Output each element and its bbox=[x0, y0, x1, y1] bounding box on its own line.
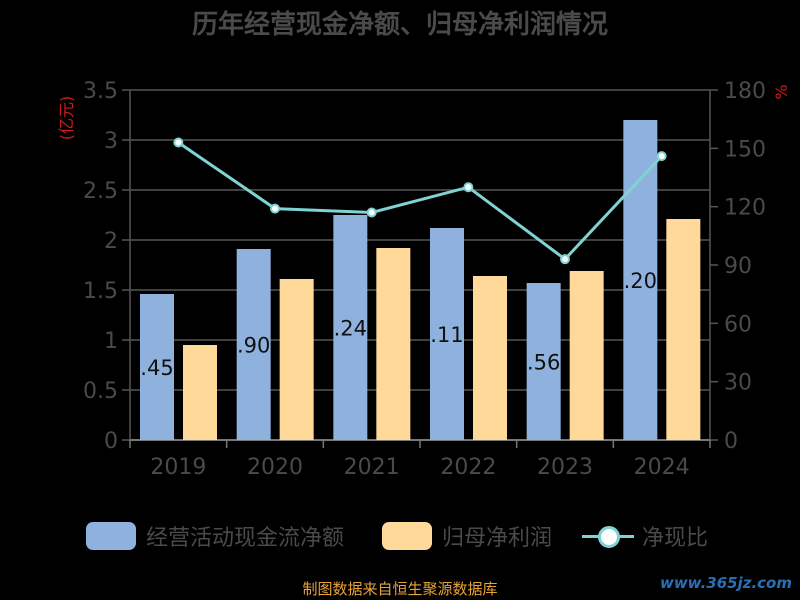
y-right-unit-label: % bbox=[772, 84, 791, 99]
point-cash-ratio bbox=[270, 203, 280, 214]
bar-net-profit bbox=[666, 219, 701, 440]
legend-swatch-net-profit bbox=[382, 522, 432, 550]
y-right-tick-label: 180 bbox=[724, 79, 766, 104]
chart-title: 历年经营现金净额、归母净利润情况 bbox=[191, 10, 608, 40]
y-right-tick-label: 0 bbox=[724, 429, 738, 454]
y-right-tick-label: 60 bbox=[724, 312, 752, 337]
data-source-footer: 制图数据来自恒生聚源数据库 bbox=[302, 580, 498, 598]
point-cash-ratio bbox=[173, 137, 184, 148]
y-left-tick-label: 1.5 bbox=[83, 279, 118, 304]
bar-net-profit bbox=[569, 271, 604, 440]
x-tick-label: 2020 bbox=[247, 455, 303, 480]
legend-item-operating-cash[interactable]: 经营活动现金流净额 bbox=[86, 516, 344, 556]
x-tick-label: 2019 bbox=[150, 455, 206, 480]
bar-net-profit bbox=[279, 279, 314, 440]
data-label-operating-cash: .90 bbox=[237, 334, 270, 358]
legend-label-cash-ratio: 净现比 bbox=[642, 526, 709, 551]
legend: 经营活动现金流净额 归母净利润 净现比 bbox=[0, 516, 800, 556]
legend-swatch-operating-cash bbox=[86, 522, 136, 550]
legend-item-cash-ratio[interactable]: 净现比 bbox=[582, 516, 708, 556]
y-left-tick-label: 0.5 bbox=[83, 379, 118, 404]
y-right-tick-label: 120 bbox=[724, 196, 766, 221]
y-left-tick-label: 3.5 bbox=[83, 79, 118, 104]
line-cash-ratio bbox=[177, 141, 663, 262]
y-right-tick-label: 30 bbox=[724, 371, 752, 396]
y-left-tick-label: 0 bbox=[104, 429, 118, 454]
data-label-operating-cash: .11 bbox=[430, 323, 463, 347]
y-right-tick-label: 90 bbox=[724, 254, 752, 279]
y-right-tick-label: 150 bbox=[724, 137, 766, 162]
x-tick-label: 2021 bbox=[344, 455, 400, 480]
bar-net-profit bbox=[376, 248, 411, 440]
point-cash-ratio bbox=[656, 151, 667, 162]
y-left-tick-label: 1 bbox=[104, 329, 118, 354]
data-label-operating-cash: .20 bbox=[624, 269, 657, 293]
bar-operating-cash bbox=[333, 215, 368, 440]
bar-net-profit bbox=[183, 345, 217, 440]
point-cash-ratio bbox=[560, 254, 570, 265]
y-left-tick-label: 2.5 bbox=[83, 179, 118, 204]
watermark-logo: www.365jz.com bbox=[659, 574, 792, 592]
bar-operating-cash bbox=[430, 228, 464, 440]
legend-line-marker bbox=[582, 522, 634, 550]
point-cash-ratio bbox=[463, 182, 474, 193]
y-left-tick-label: 2 bbox=[104, 229, 118, 254]
legend-label-net-profit: 归母净利润 bbox=[442, 526, 553, 551]
legend-item-net-profit[interactable]: 归母净利润 bbox=[382, 516, 552, 556]
data-label-operating-cash: .24 bbox=[334, 317, 367, 341]
bar-operating-cash bbox=[236, 249, 271, 440]
legend-label-operating-cash: 经营活动现金流净额 bbox=[146, 526, 345, 551]
y-left-unit-label: (亿元) bbox=[57, 96, 76, 141]
bar-operating-cash bbox=[526, 283, 561, 440]
x-tick-label: 2023 bbox=[537, 455, 593, 480]
point-cash-ratio bbox=[366, 207, 377, 218]
x-tick-label: 2024 bbox=[634, 455, 690, 480]
data-label-operating-cash: .56 bbox=[527, 351, 560, 375]
bar-operating-cash bbox=[623, 120, 658, 440]
data-label-operating-cash: .45 bbox=[140, 356, 173, 380]
y-left-tick-label: 3 bbox=[104, 129, 118, 154]
bar-net-profit bbox=[473, 276, 507, 440]
x-tick-label: 2022 bbox=[440, 455, 496, 480]
bar-operating-cash bbox=[140, 294, 174, 440]
